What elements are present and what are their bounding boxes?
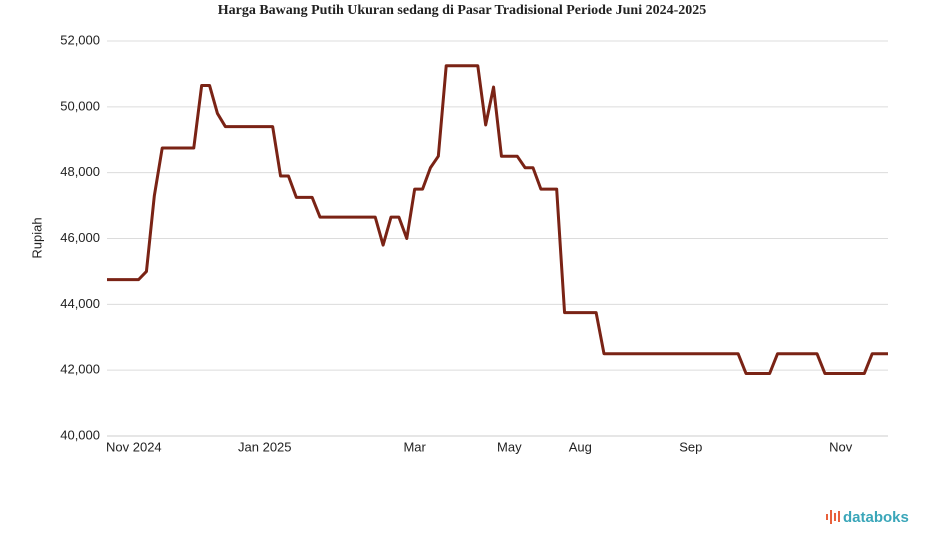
x-tick-label: Aug	[569, 439, 592, 454]
x-tick-label: Mar	[403, 439, 426, 454]
y-axis-label: Rupiah	[29, 217, 44, 258]
x-tick-label: Nov 2024	[106, 439, 162, 454]
x-tick-label: Nov	[829, 439, 853, 454]
y-tick-label: 44,000	[60, 296, 100, 311]
x-tick-label: Sep	[679, 439, 702, 454]
y-tick-label: 42,000	[60, 362, 100, 377]
y-tick-label: 48,000	[60, 164, 100, 179]
chart-title: Harga Bawang Putih Ukuran sedang di Pasa…	[218, 3, 707, 18]
x-tick-label: Jan 2025	[238, 439, 292, 454]
x-tick-label: May	[497, 439, 522, 454]
y-tick-label: 50,000	[60, 98, 100, 113]
logo-icon	[826, 510, 840, 524]
logo-text: databoks	[843, 509, 909, 526]
y-tick-label: 52,000	[60, 32, 100, 47]
y-tick-label: 46,000	[60, 230, 100, 245]
data-line	[107, 64, 888, 375]
y-tick-label: 40,000	[60, 427, 100, 442]
